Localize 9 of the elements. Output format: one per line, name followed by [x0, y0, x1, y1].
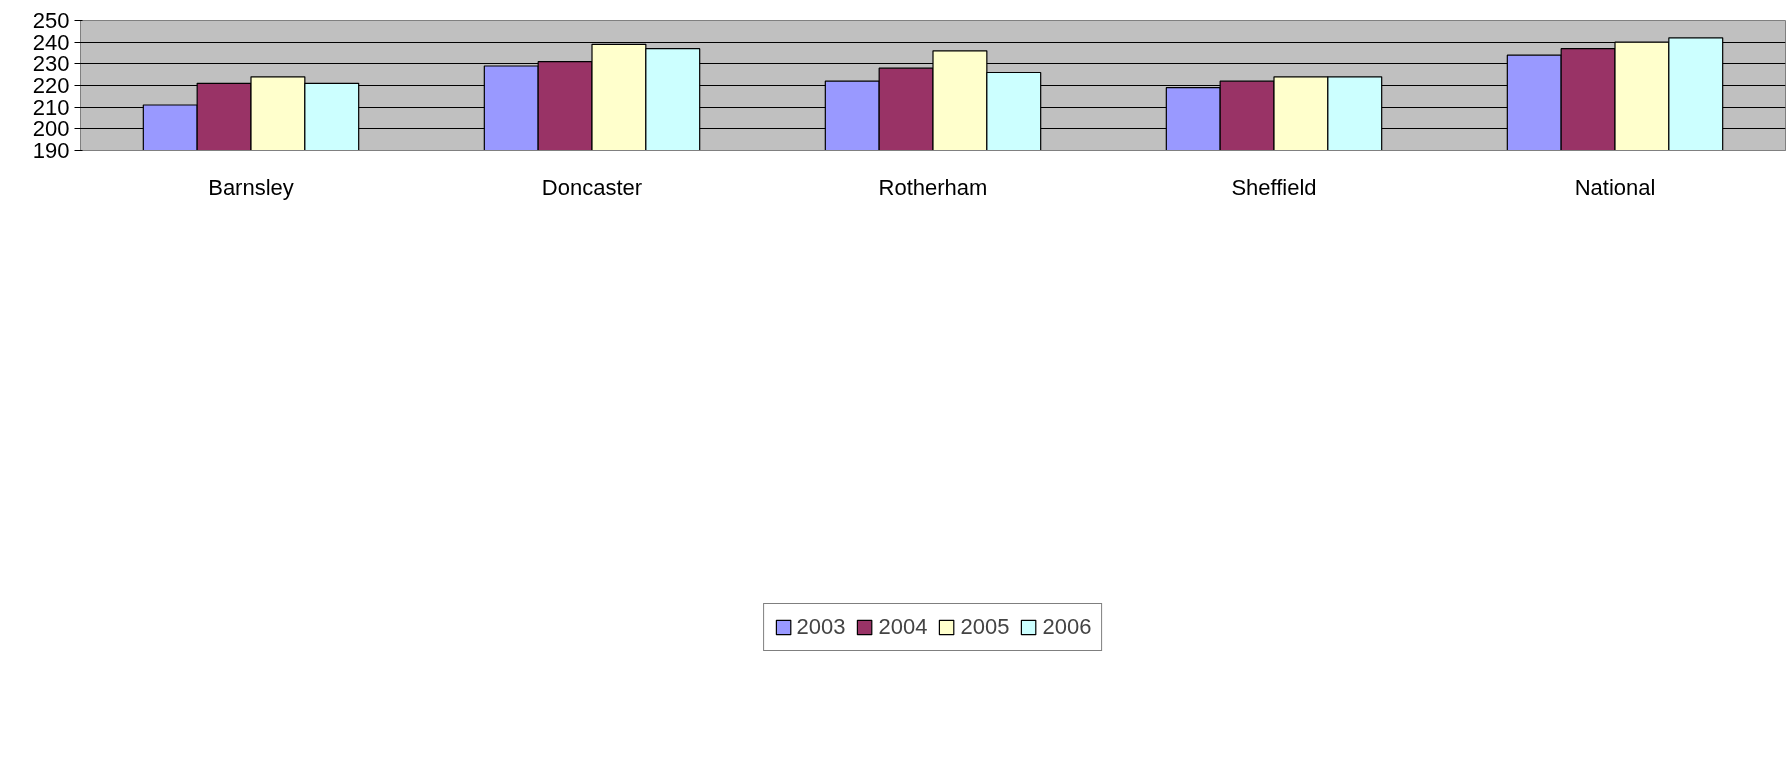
- legend-label: 2003: [796, 613, 846, 640]
- x-tick-label: Rotherham: [878, 174, 988, 200]
- legend-label: 2004: [878, 613, 928, 640]
- x-tick-label: Barnsley: [208, 174, 294, 200]
- x-tick-label: Sheffield: [1231, 174, 1317, 200]
- x-tick-label: National: [1574, 174, 1656, 200]
- x-tick-label: Doncaster: [541, 174, 643, 200]
- legend-label: 2005: [960, 613, 1010, 640]
- legend-label: 2006: [1042, 613, 1092, 640]
